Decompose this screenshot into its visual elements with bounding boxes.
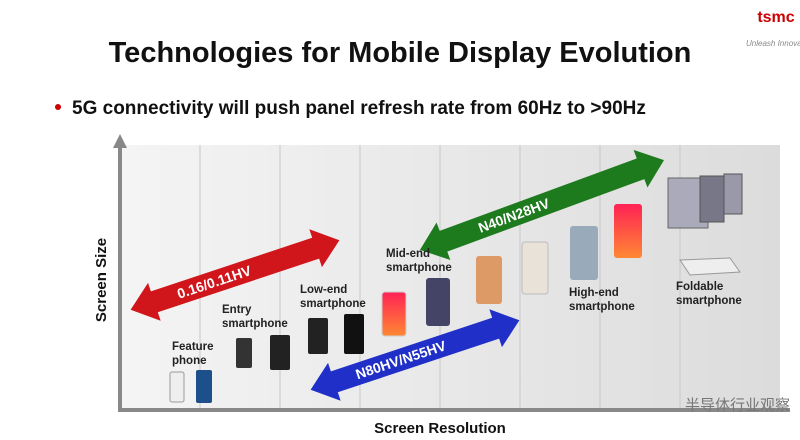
device-label-line: High-end xyxy=(569,287,619,299)
logo: tsmc xyxy=(757,9,794,26)
y-axis-label: Screen Size xyxy=(93,238,110,322)
device-label-line: Foldable xyxy=(676,281,723,293)
device-label: Mid-end smartphone xyxy=(386,248,452,274)
tagline: Unleash Innovat xyxy=(746,39,800,48)
grid xyxy=(199,145,681,410)
device-label-line: phone xyxy=(172,355,207,367)
bullet-text: 5G connectivity will push panel refresh … xyxy=(72,98,646,119)
logo-box xyxy=(752,0,800,52)
bullet-dot xyxy=(55,104,61,110)
device-label-line: smartphone xyxy=(676,295,742,307)
device-label-line: Mid-end xyxy=(386,248,430,260)
x-axis-label: Screen Resolution xyxy=(374,420,506,437)
device-label-line: smartphone xyxy=(300,298,366,310)
y-axis-head xyxy=(113,134,127,148)
device-label: Foldable smartphone xyxy=(676,281,742,307)
device-label: Low-end smartphone xyxy=(300,284,366,310)
device-label-line: smartphone xyxy=(222,318,288,330)
device-label-line: Low-end xyxy=(300,284,347,296)
watermark: 半导体行业观察 xyxy=(685,396,790,414)
device-label-line: smartphone xyxy=(386,262,452,274)
device-label-line: smartphone xyxy=(569,301,635,313)
devices xyxy=(169,173,743,403)
device-label: Entry smartphone xyxy=(222,304,288,330)
device-labels: Feature phone Entry smartphone Low-end smartp… xyxy=(172,248,742,367)
device-label: Feature phone xyxy=(172,341,214,367)
device-label-line: Entry xyxy=(222,304,252,316)
device-label: High-end smartphone xyxy=(569,287,635,313)
device-label-line: Feature xyxy=(172,341,214,353)
title: Technologies for Mobile Display Evolutio… xyxy=(109,37,692,69)
